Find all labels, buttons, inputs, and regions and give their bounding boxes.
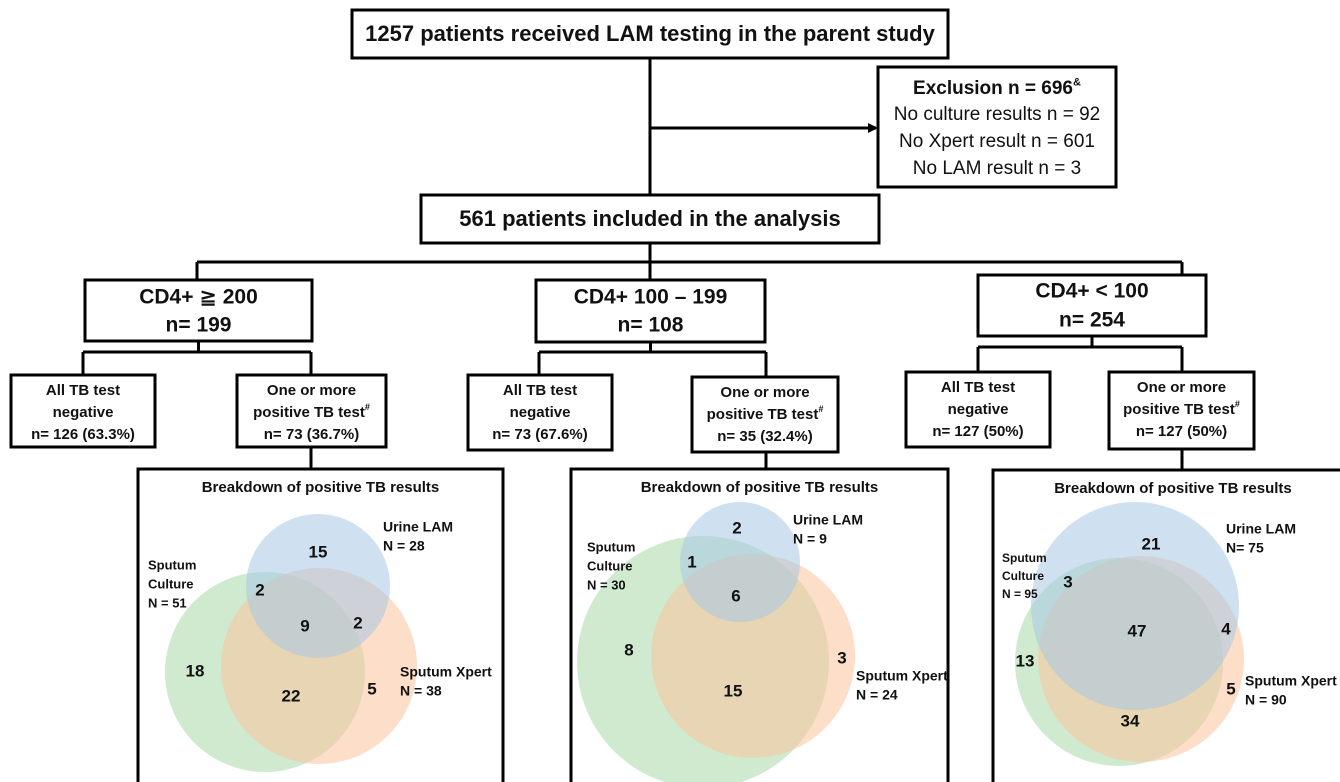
set-label: Urine LAM [793,512,863,528]
negative-text: negative [53,404,114,421]
region-count: 2 [255,580,264,599]
positive-n: n= 73 (36.7%) [264,426,359,443]
region-count: 13 [1016,651,1035,670]
exclusion-title-sup: & [1073,76,1081,88]
region-count: 2 [353,613,362,632]
set-n: N = 95 [1002,587,1038,601]
region-count: 18 [186,661,205,680]
negative-text: negative [510,404,571,421]
set-n: N = 9 [793,531,827,547]
negative-box [9,373,157,449]
positive-n: n= 35 (32.4%) [717,428,812,445]
set-n: N= 75 [1226,540,1264,556]
set-label: Sputum Xpert [856,668,948,684]
negative-text: n= 127 (50%) [932,423,1023,440]
set-n: N = 28 [383,538,425,554]
region-count: 47 [1128,621,1147,640]
positive-text-main: positive TB test [1123,401,1235,418]
top-box [350,8,950,60]
region-count: 15 [309,542,328,561]
set-label: Sputum [1002,551,1047,565]
set-n: N = 51 [148,595,187,610]
group-box [83,278,314,343]
negative-box [904,370,1052,449]
region-count: 34 [1121,711,1140,730]
set-n: N = 90 [1245,692,1287,708]
negative-text: All TB test [46,382,120,399]
set-n: N = 38 [400,683,442,699]
region-count: 5 [1226,679,1235,698]
exclusion-box [876,65,1118,189]
group-n: n= 199 [166,314,232,337]
region-count: 6 [731,586,740,605]
set-n: N = 24 [856,687,898,703]
positive-box [1107,370,1256,451]
region-count: 9 [300,616,309,635]
venn-title: Breakdown of positive TB results [641,479,879,496]
set-label: Culture [587,558,633,573]
group-n: n= 254 [1059,309,1125,332]
region-count: 21 [1142,534,1161,553]
set-n: N = 30 [587,577,626,592]
region-count: 3 [1063,572,1072,591]
positive-text: One or more [267,382,356,399]
set-label: Urine LAM [383,519,453,535]
set-label: Culture [1002,569,1044,583]
included-box [419,193,881,245]
positive-text-main: positive TB test [707,406,819,423]
positive-text-sup: # [818,404,823,414]
region-count: 22 [282,686,301,705]
negative-text: All TB test [941,379,1015,396]
region-count: 3 [837,648,846,667]
venn-title: Breakdown of positive TB results [1054,480,1292,497]
region-count: 5 [367,679,376,698]
group-title: CD4+ < 100 [1035,280,1148,303]
region-count: 15 [724,681,743,700]
negative-text: n= 73 (67.6%) [492,426,587,443]
negative-text: All TB test [503,382,577,399]
group-title: CD4+ 100 – 199 [574,286,728,309]
exclusion-line: No culture results n = 92 [894,104,1100,125]
region-count: 8 [624,640,633,659]
negative-text: negative [948,401,1009,418]
venn-title: Breakdown of positive TB results [202,479,440,496]
positive-text: positive TB test# [707,404,824,423]
positive-text-main: positive TB test [253,404,365,421]
region-count: 4 [1221,619,1231,638]
region-count: 1 [687,552,696,571]
group-box [534,278,767,344]
exclusion-line: No LAM result n = 3 [913,158,1081,179]
set-label: Sputum [587,539,635,554]
group-box [976,273,1208,338]
positive-text: One or more [1137,379,1226,396]
positive-text: positive TB test# [1123,399,1240,418]
group-title: CD4+ ≧ 200 [139,286,258,309]
set-label: Culture [148,576,194,591]
set-label: Urine LAM [1226,521,1296,537]
exclusion-title-main: Exclusion n = 696 [913,78,1073,99]
positive-text: positive TB test# [253,402,370,421]
exclusion-line: No Xpert result n = 601 [899,131,1095,152]
region-count: 2 [732,518,741,537]
positive-text-sup: # [1235,399,1240,409]
lam-circle [680,502,800,622]
top-box-text: 1257 patients received LAM testing in th… [365,21,935,46]
group-n: n= 108 [618,314,684,337]
set-label: Sputum [148,557,196,572]
negative-box [466,373,614,452]
exclusion-title: Exclusion n = 696& [913,76,1081,99]
positive-text: One or more [720,384,809,401]
set-label: Sputum Xpert [1245,673,1337,689]
lam-circle [246,514,390,658]
negative-text: n= 126 (63.3%) [31,426,135,443]
lam-circle [1031,502,1239,710]
positive-n: n= 127 (50%) [1136,423,1227,440]
positive-text-sup: # [365,402,370,412]
positive-box [690,375,840,454]
included-box-text: 561 patients included in the analysis [459,206,840,231]
set-label: Sputum Xpert [400,664,492,680]
